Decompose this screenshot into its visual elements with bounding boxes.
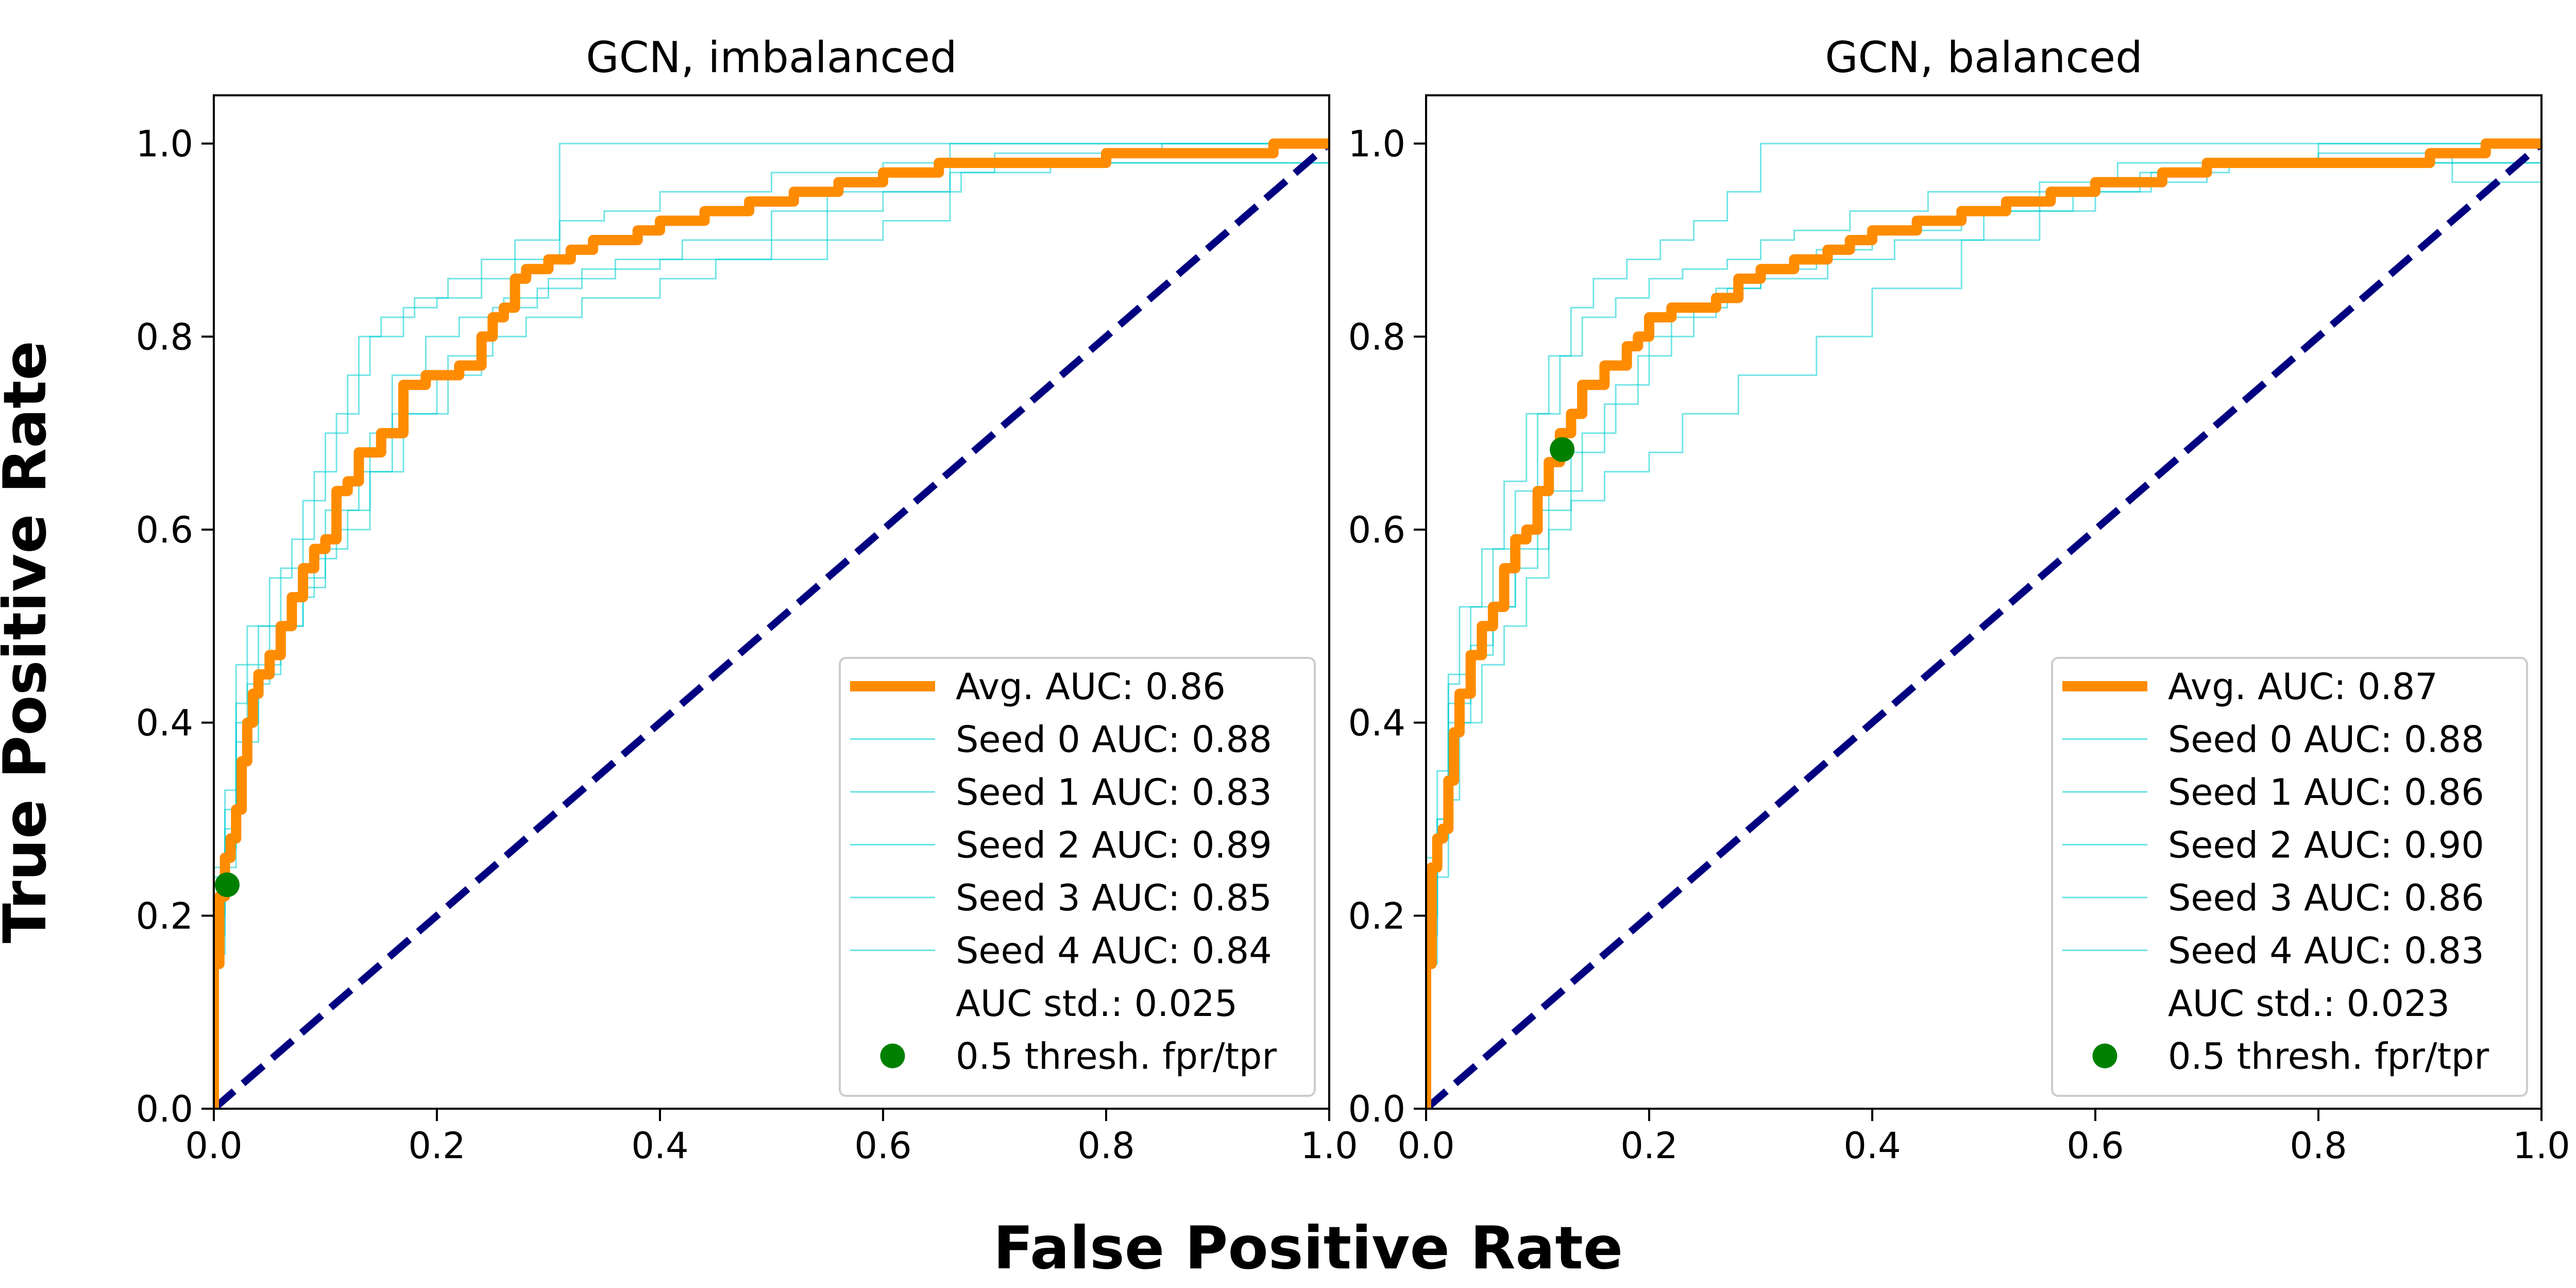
legend-label: Seed 4 AUC: 0.83 — [2168, 930, 2484, 972]
legend-frame — [2051, 657, 2528, 1097]
average-roc-line — [1426, 138, 2541, 1109]
legend-entry: AUC std.: 0.023 — [2168, 982, 2450, 1025]
axes-frame — [213, 94, 1330, 1110]
legend-label: Avg. AUC: 0.86 — [956, 666, 1226, 708]
x-tick-label: 1.0 — [1300, 1125, 1358, 1167]
threshold-point — [214, 872, 240, 897]
legend-frame — [839, 657, 1316, 1097]
plot-area — [214, 138, 1329, 1109]
legend-swatch-threshold — [880, 1043, 905, 1069]
legend-entry: Seed 3 AUC: 0.85 — [850, 877, 1272, 919]
x-tick-label: 0.8 — [1077, 1125, 1134, 1167]
seed-line-2 — [214, 143, 1329, 1109]
axes-frame — [1425, 94, 2543, 1110]
legend: Avg. AUC: 0.86 Seed 0 AUC: 0.88 Seed 1 AUC… — [839, 657, 1316, 1097]
legend-entry: Avg. AUC: 0.86 — [850, 666, 1226, 708]
y-tick-label: 0.0 — [136, 1088, 193, 1130]
legend-label: Seed 0 AUC: 0.88 — [2168, 719, 2484, 761]
y-tick-label: 0.0 — [1348, 1088, 1405, 1130]
figure-xlabel: False Positive Rate — [993, 1214, 1623, 1282]
x-tick-label: 0.2 — [1620, 1125, 1677, 1167]
legend-label: Seed 0 AUC: 0.88 — [956, 719, 1272, 761]
legend: Avg. AUC: 0.87 Seed 0 AUC: 0.88 Seed 1 AUC… — [2051, 657, 2528, 1097]
legend-entry: Seed 1 AUC: 0.86 — [2062, 771, 2484, 814]
x-tick-label: 0.2 — [408, 1125, 465, 1167]
legend-entry: Seed 3 AUC: 0.86 — [2062, 877, 2484, 919]
plot-area — [1426, 138, 2541, 1109]
legend-entry: Seed 2 AUC: 0.90 — [2062, 824, 2484, 867]
y-tick-label: 1.0 — [1348, 123, 1405, 165]
y-tick-label: 0.8 — [1348, 316, 1405, 358]
legend-label: Avg. AUC: 0.87 — [2168, 666, 2438, 708]
y-tick-label: 0.6 — [136, 509, 193, 551]
y-tick-label: 0.2 — [1348, 895, 1405, 937]
x-tick-label: 0.0 — [185, 1125, 242, 1167]
chance-diagonal-line — [1426, 141, 2541, 1109]
y-tick-label: 0.6 — [1348, 509, 1405, 551]
y-tick-label: 0.4 — [136, 702, 193, 744]
seed-line-4 — [1426, 162, 2541, 1109]
legend-label: 0.5 thresh. fpr/tpr — [956, 1036, 1277, 1078]
y-tick-label: 0.4 — [1348, 702, 1405, 744]
y-tick-label: 0.8 — [136, 316, 193, 358]
panel-title: GCN, balanced — [1825, 32, 2143, 82]
legend-label: 0.5 thresh. fpr/tpr — [2168, 1036, 2489, 1078]
x-tick-label: 0.8 — [2290, 1125, 2347, 1167]
legend-label: Seed 4 AUC: 0.84 — [956, 930, 1272, 972]
threshold-point — [1550, 437, 1575, 462]
legend-entry: Avg. AUC: 0.87 — [2062, 666, 2438, 708]
legend-entry: Seed 0 AUC: 0.88 — [2062, 719, 2484, 761]
panel-1: GCN, balanced 0.0 0.2 0.4 0.6 0.8 1.0 0.0 0.2 0.4… — [1348, 32, 2570, 1167]
legend-entry: 0.5 thresh. fpr/tpr — [2092, 1036, 2489, 1078]
y-tick-label: 1.0 — [136, 123, 193, 165]
legend-label: Seed 2 AUC: 0.90 — [2168, 824, 2484, 867]
legend-label: Seed 1 AUC: 0.83 — [956, 771, 1272, 814]
legend-label: AUC std.: 0.023 — [2168, 982, 2450, 1025]
seed-line-0 — [214, 143, 1329, 1109]
legend-label: Seed 3 AUC: 0.85 — [956, 877, 1272, 919]
legend-label: Seed 3 AUC: 0.86 — [2168, 877, 2484, 919]
legend-entry: Seed 4 AUC: 0.84 — [850, 930, 1272, 972]
legend-label: Seed 2 AUC: 0.89 — [956, 824, 1272, 867]
panel-0: GCN, imbalanced 0.0 0.2 0.4 0.6 0.8 1.0 0.0 0.2 0… — [136, 32, 1358, 1167]
x-tick-label: 0.6 — [854, 1125, 911, 1167]
panel-title: GCN, imbalanced — [586, 32, 957, 82]
x-tick-label: 0.4 — [1843, 1125, 1901, 1167]
legend-entry: Seed 1 AUC: 0.83 — [850, 771, 1272, 814]
x-tick-label: 0.6 — [2066, 1125, 2124, 1167]
seed-line-2 — [1426, 143, 2541, 1109]
legend-entry: Seed 4 AUC: 0.83 — [2062, 930, 2484, 972]
legend-entry: Seed 2 AUC: 0.89 — [850, 824, 1272, 867]
legend-swatch-threshold — [2092, 1043, 2117, 1069]
legend-label: AUC std.: 0.025 — [956, 982, 1238, 1025]
legend-entry: Seed 0 AUC: 0.88 — [850, 719, 1272, 761]
seed-line-1 — [214, 162, 1329, 1109]
y-tick-label: 0.2 — [136, 895, 193, 937]
x-tick-label: 0.0 — [1397, 1125, 1454, 1167]
chance-diagonal-line — [214, 141, 1329, 1109]
legend-entry: 0.5 thresh. fpr/tpr — [880, 1036, 1277, 1078]
x-tick-label: 1.0 — [2513, 1125, 2570, 1167]
legend-label: Seed 1 AUC: 0.86 — [2168, 771, 2484, 814]
x-tick-label: 0.4 — [631, 1125, 688, 1167]
seed-line-0 — [1426, 143, 2541, 1109]
average-roc-line — [214, 138, 1329, 1109]
figure-ylabel: True Positive Rate — [0, 341, 59, 943]
legend-entry: AUC std.: 0.025 — [956, 982, 1238, 1025]
